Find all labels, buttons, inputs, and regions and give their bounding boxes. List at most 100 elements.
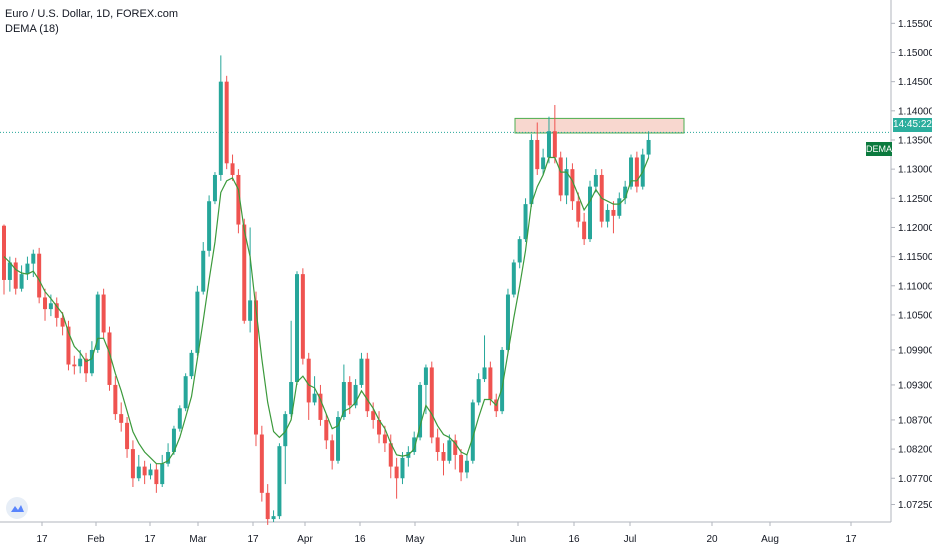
candle-body bbox=[388, 443, 393, 467]
y-tick-label: 1.13000 bbox=[898, 165, 932, 176]
y-tick-label: 1.08700 bbox=[898, 415, 932, 426]
candle-body bbox=[447, 440, 452, 461]
candle-body bbox=[629, 157, 634, 187]
candle-body bbox=[107, 332, 112, 385]
candle-body bbox=[459, 454, 464, 473]
candle-body bbox=[54, 303, 59, 318]
candle-body bbox=[13, 262, 18, 289]
y-tick-label: 1.11500 bbox=[898, 252, 932, 263]
candle-body bbox=[464, 460, 469, 473]
candle-body bbox=[201, 250, 206, 292]
candle-body bbox=[195, 291, 200, 353]
candle-body bbox=[541, 157, 546, 170]
candle-body bbox=[347, 382, 352, 406]
candle-body bbox=[277, 446, 282, 517]
y-tick-label: 1.12500 bbox=[898, 194, 932, 205]
candle-body bbox=[259, 434, 264, 493]
indicator-label: DEMA (18) bbox=[5, 23, 59, 35]
candle-body bbox=[365, 358, 370, 412]
candle-body bbox=[324, 419, 329, 441]
candle-body bbox=[423, 367, 428, 385]
candle-body bbox=[78, 358, 83, 367]
y-tick-label: 1.07250 bbox=[898, 500, 932, 511]
candle-body bbox=[212, 174, 217, 202]
candle-body bbox=[283, 414, 288, 447]
chart-legend: Euro / U.S. Dollar, 1D, FOREX.com DEMA (… bbox=[5, 7, 178, 37]
candle-body bbox=[576, 201, 581, 222]
candle-body bbox=[523, 204, 528, 240]
candle-body bbox=[382, 434, 387, 444]
tradingview-logo-icon[interactable] bbox=[6, 497, 28, 519]
y-tick-label: 1.07700 bbox=[898, 474, 932, 485]
candle-body bbox=[505, 294, 510, 350]
y-tick-label: 1.15500 bbox=[898, 19, 932, 30]
y-tick-label: 1.09300 bbox=[898, 380, 932, 391]
x-tick-label: 17 bbox=[144, 534, 156, 545]
y-tick-label: 1.08200 bbox=[898, 445, 932, 456]
candle-body bbox=[593, 174, 598, 187]
candle-body bbox=[300, 274, 305, 359]
candle-body bbox=[529, 139, 534, 205]
candle-body bbox=[271, 516, 276, 520]
candle-body bbox=[429, 367, 434, 438]
candle-body bbox=[306, 358, 311, 403]
candle-body bbox=[218, 81, 223, 175]
candle-body bbox=[482, 367, 487, 380]
candle-body bbox=[171, 428, 176, 453]
candle-body bbox=[37, 253, 42, 298]
candle-body bbox=[511, 262, 516, 295]
candle-body bbox=[535, 139, 540, 170]
candle-body bbox=[400, 457, 405, 479]
candle-body bbox=[154, 469, 159, 485]
x-tick-label: 16 bbox=[354, 534, 366, 545]
candle-body bbox=[295, 274, 299, 383]
candle-body bbox=[166, 452, 171, 464]
candle-body bbox=[394, 466, 399, 479]
dema-value-tag: DEMA bbox=[866, 142, 893, 156]
candle-body bbox=[130, 449, 135, 479]
candle-body bbox=[330, 440, 335, 461]
candle-body bbox=[25, 263, 30, 275]
candle-body bbox=[242, 224, 247, 321]
candle-body bbox=[113, 384, 118, 415]
candle-body bbox=[341, 382, 346, 418]
x-tick-label: May bbox=[406, 534, 425, 545]
x-tick-label: Jul bbox=[624, 534, 637, 545]
candle-body bbox=[84, 358, 89, 374]
candle-body bbox=[72, 364, 77, 367]
candle-body bbox=[470, 402, 475, 461]
candle-body bbox=[617, 198, 622, 216]
candle-body bbox=[336, 417, 341, 461]
candle-body bbox=[353, 384, 358, 406]
candle-body bbox=[48, 303, 53, 310]
candle-body bbox=[441, 452, 446, 461]
candle-body bbox=[623, 186, 628, 199]
x-tick-label: Aug bbox=[761, 534, 779, 545]
x-tick-label: Jun bbox=[510, 534, 526, 545]
candle-body bbox=[488, 367, 493, 400]
candle-body bbox=[546, 131, 551, 158]
candle-body bbox=[377, 419, 382, 435]
candle-body bbox=[418, 384, 423, 438]
y-tick-label: 1.10500 bbox=[898, 310, 932, 321]
candle-body bbox=[177, 408, 182, 429]
candle-body bbox=[253, 300, 258, 435]
candle-body bbox=[60, 317, 65, 327]
candle-body bbox=[148, 469, 153, 476]
y-tick-label: 1.13500 bbox=[898, 135, 932, 146]
candle-body bbox=[7, 262, 12, 280]
candle-body bbox=[31, 253, 36, 264]
x-tick-label: Feb bbox=[87, 534, 105, 545]
candle-body bbox=[588, 186, 592, 240]
candle-body bbox=[412, 437, 417, 453]
x-tick-label: Mar bbox=[189, 534, 207, 545]
candle-body bbox=[101, 294, 106, 333]
resistance-zone bbox=[514, 117, 685, 134]
x-tick-label: 17 bbox=[845, 534, 857, 545]
candle-body bbox=[248, 300, 253, 321]
x-tick-label: 20 bbox=[706, 534, 718, 545]
candle-body bbox=[89, 349, 94, 374]
candle-body bbox=[371, 411, 376, 420]
